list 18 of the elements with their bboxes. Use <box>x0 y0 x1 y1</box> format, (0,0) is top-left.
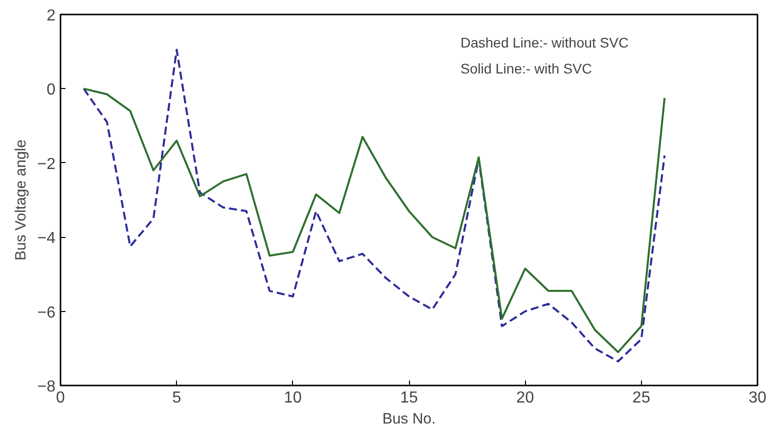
y-tick-label: 2 <box>46 8 56 24</box>
line-series <box>82 88 666 354</box>
x-tick-label: 15 <box>400 390 418 406</box>
x-tick-label: 25 <box>632 390 650 406</box>
y-tick-label: −8 <box>37 378 56 396</box>
y-tick-label: −4 <box>37 230 56 248</box>
y-tick-label: −2 <box>37 156 56 173</box>
annotation: Dashed Line:- without SVC <box>460 34 629 50</box>
x-axis-title: Bus No. <box>382 410 436 428</box>
x-tick-label: 20 <box>516 390 534 406</box>
line-series <box>82 48 666 362</box>
x-tick-label: 30 <box>748 390 766 406</box>
y-tick-label: −6 <box>37 304 56 322</box>
x-tick-label: 5 <box>172 390 182 406</box>
annotation: Solid Line:- with SVC <box>460 60 592 76</box>
y-axis-title: Bus Voltage angle <box>12 140 30 260</box>
x-tick-label: 10 <box>284 390 302 406</box>
y-tick-label: 0 <box>46 82 56 99</box>
